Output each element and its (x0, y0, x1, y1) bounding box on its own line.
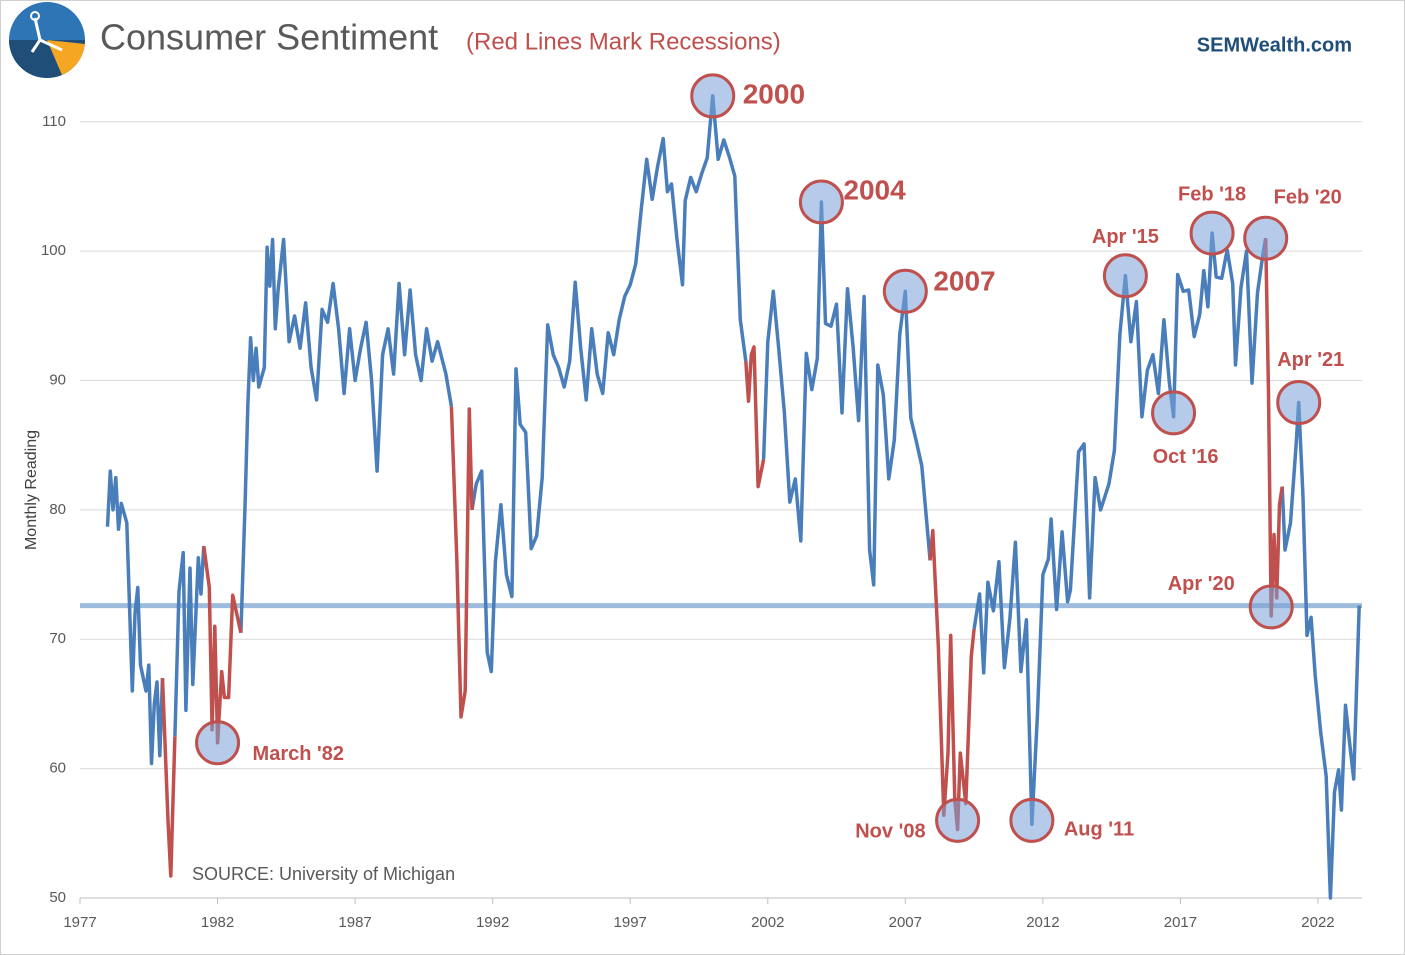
annotation-circle (1276, 380, 1322, 426)
annotation-label: Apr '20 (1168, 573, 1235, 595)
annotation-circle (1102, 253, 1148, 299)
annotation-label: Apr '21 (1277, 349, 1344, 371)
series-line (160, 238, 1284, 878)
annotation-circle (798, 179, 844, 225)
x-tick-label: 1987 (338, 914, 371, 931)
chart-subtitle: (Red Lines Mark Recessions) (466, 28, 781, 55)
source-note: SOURCE: University of Michigan (192, 864, 455, 884)
y-tick-label: 110 (42, 113, 66, 130)
series-line (105, 94, 1361, 900)
y-tick-label: 60 (49, 760, 66, 777)
annotation-label: 2004 (843, 174, 906, 205)
annotation-circle (1248, 584, 1294, 630)
x-tick-label: 2002 (751, 914, 784, 931)
annotation-label: Nov '08 (855, 821, 925, 843)
y-tick-label: 90 (49, 372, 66, 389)
y-axis-label: Monthly Reading (23, 430, 40, 550)
annotation-circle (1151, 390, 1197, 436)
annotation-label: Oct '16 (1153, 446, 1219, 468)
annotation-circle (1189, 210, 1235, 256)
x-tick-label: 2007 (889, 914, 922, 931)
annotation-label: Aug '11 (1064, 819, 1134, 841)
annotation-circle (195, 720, 241, 766)
y-tick-label: 100 (41, 242, 66, 259)
y-tick-label: 80 (49, 501, 66, 518)
annotation-circle (1009, 797, 1055, 843)
x-tick-label: 1982 (201, 914, 234, 931)
x-tick-label: 2017 (1164, 914, 1197, 931)
annotation-label: Feb '18 (1178, 183, 1246, 205)
brand: SEMWealth.com (1197, 34, 1352, 56)
y-tick-label: 50 (49, 889, 66, 906)
annotation-circle (935, 797, 981, 843)
y-tick-label: 70 (49, 630, 66, 647)
chart-title: Consumer Sentiment (100, 17, 438, 58)
annotation-circle (690, 73, 736, 119)
x-tick-label: 1992 (476, 914, 509, 931)
logo (9, 2, 85, 78)
annotation-label: Feb '20 (1274, 187, 1342, 209)
annotation-label: 2000 (743, 78, 805, 109)
annotation-label: March '82 (253, 743, 344, 765)
annotation-label: 2007 (933, 266, 995, 297)
annotation-circle (882, 268, 928, 314)
x-tick-label: 2012 (1026, 914, 1059, 931)
annotation-label: Apr '15 (1092, 226, 1159, 248)
x-tick-label: 2022 (1301, 914, 1334, 931)
x-tick-label: 1997 (614, 914, 647, 931)
annotation-circle (1243, 215, 1289, 261)
x-tick-label: 1977 (63, 914, 96, 931)
